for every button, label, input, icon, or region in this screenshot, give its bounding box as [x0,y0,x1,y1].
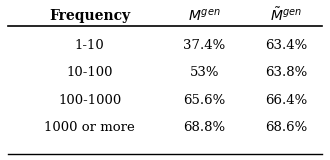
Text: 68.8%: 68.8% [183,121,225,134]
Text: 1000 or more: 1000 or more [44,121,135,134]
Text: 65.6%: 65.6% [183,94,225,107]
Text: 10-100: 10-100 [66,66,113,79]
Text: 63.4%: 63.4% [265,39,307,52]
Text: $\tilde{M}^{gen}$: $\tilde{M}^{gen}$ [270,7,302,24]
Text: 63.8%: 63.8% [265,66,307,79]
Text: Frequency: Frequency [49,8,130,23]
Text: 53%: 53% [189,66,219,79]
Text: 66.4%: 66.4% [265,94,307,107]
Text: 100-1000: 100-1000 [58,94,121,107]
Text: 68.6%: 68.6% [265,121,307,134]
Text: 1-10: 1-10 [75,39,105,52]
Text: $M^{gen}$: $M^{gen}$ [188,8,220,24]
Text: 37.4%: 37.4% [183,39,225,52]
